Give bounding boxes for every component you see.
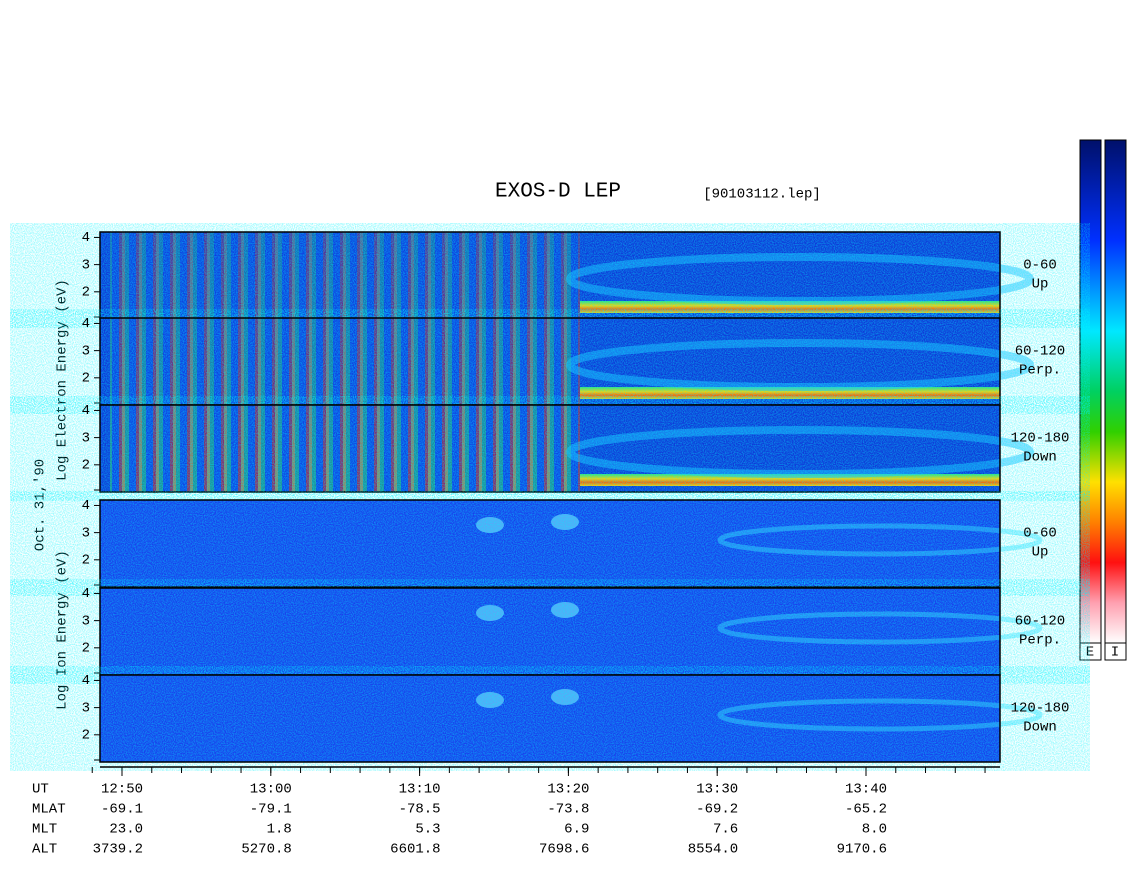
file-name: [90103112.lep]	[703, 187, 821, 203]
x-tick-label: 12:50	[101, 782, 143, 798]
date-label: Oct. 31,'90	[33, 459, 49, 551]
y-tick-label: 4	[82, 316, 90, 332]
x-tick-label: 13:20	[547, 782, 589, 798]
panel-angle: 120-180	[1011, 701, 1070, 717]
x-tick-label: 13:40	[845, 782, 887, 798]
ephemeris-value: 8.0	[862, 822, 887, 838]
panel-angle: 60-120	[1015, 614, 1065, 630]
panel-direction: Perp.	[1019, 363, 1061, 379]
ephemeris-value: -65.2	[845, 802, 887, 818]
y-tick-label: 4	[82, 586, 90, 602]
x-tick-label: 13:10	[399, 782, 441, 798]
panel-frame	[99, 674, 1001, 763]
ephemeris-value: -69.1	[101, 802, 143, 818]
y-tick-label: 3	[82, 257, 90, 273]
y-tick-label: 2	[82, 728, 90, 744]
ephemeris-value: 5.3	[415, 822, 440, 838]
y-axis-label: Log Electron Energy (eV)	[55, 279, 71, 481]
ephemeris-value: 6601.8	[390, 842, 440, 858]
y-tick-label: 4	[82, 403, 90, 419]
spectrogram-noise	[100, 232, 1000, 319]
panel-angle: 0-60	[1023, 526, 1057, 542]
y-tick-label: 2	[82, 285, 90, 301]
y-tick-label: 3	[82, 343, 90, 359]
y-tick-label: 4	[82, 230, 90, 246]
y-tick-label: 2	[82, 371, 90, 387]
ephemeris-value: 8554.0	[688, 842, 738, 858]
y-tick-label: 2	[82, 641, 90, 657]
y-tick-label: 3	[82, 700, 90, 716]
ephemeris-value: 5270.8	[241, 842, 291, 858]
x-tick-label: 13:00	[250, 782, 292, 798]
y-tick-label: 3	[82, 525, 90, 541]
y-tick-label: 4	[82, 498, 90, 514]
ephemeris-value: 1.8	[267, 822, 292, 838]
panel-direction: Up	[1032, 545, 1049, 561]
spectrogram-noise	[100, 675, 1000, 762]
row-label: MLT	[32, 822, 57, 838]
y-tick-label: 3	[82, 613, 90, 629]
panel-angle: 0-60	[1023, 258, 1057, 274]
ephemeris-value: -78.5	[399, 802, 441, 818]
row-label: ALT	[32, 842, 57, 858]
colorbar-label: I	[1111, 645, 1119, 661]
colorbar-box	[1079, 642, 1102, 661]
ephemeris-value: 7698.6	[539, 842, 589, 858]
panel-direction: Perp.	[1019, 633, 1061, 649]
ephemeris-value: -69.2	[696, 802, 738, 818]
y-tick-label: 2	[82, 553, 90, 569]
colorbar-i	[1104, 139, 1127, 644]
ephemeris-value: 7.6	[713, 822, 738, 838]
y-tick-label: 4	[82, 673, 90, 689]
ephemeris-value: -79.1	[250, 802, 292, 818]
spectrogram-noise	[100, 500, 1000, 587]
panel-direction: Down	[1023, 720, 1057, 736]
x-tick-label: 13:30	[696, 782, 738, 798]
row-label: UT	[32, 782, 49, 798]
ephemeris-value: 9170.6	[837, 842, 887, 858]
panel-frame	[99, 404, 1001, 493]
y-axis-label: Log Ion Energy (eV)	[55, 550, 71, 710]
chart-title: EXOS-D LEP	[495, 181, 621, 204]
spectrogram-noise	[100, 318, 1000, 405]
y-tick-label: 2	[82, 458, 90, 474]
panel-direction: Up	[1032, 277, 1049, 293]
row-label: MLAT	[32, 802, 66, 818]
panel-angle: 60-120	[1015, 344, 1065, 360]
ephemeris-value: 3739.2	[93, 842, 143, 858]
spectrogram-noise	[100, 405, 1000, 492]
y-tick-label: 3	[82, 430, 90, 446]
colorbar-box	[1104, 642, 1127, 661]
panel-angle: 120-180	[1011, 431, 1070, 447]
ephemeris-value: 23.0	[109, 822, 143, 838]
colorbar-label: E	[1086, 645, 1094, 661]
colorbar-e	[1079, 139, 1102, 644]
panel-direction: Down	[1023, 450, 1057, 466]
panel-frame	[99, 499, 1001, 588]
spectrogram-noise	[100, 588, 1000, 675]
ephemeris-value: 6.9	[564, 822, 589, 838]
ephemeris-value: -73.8	[547, 802, 589, 818]
